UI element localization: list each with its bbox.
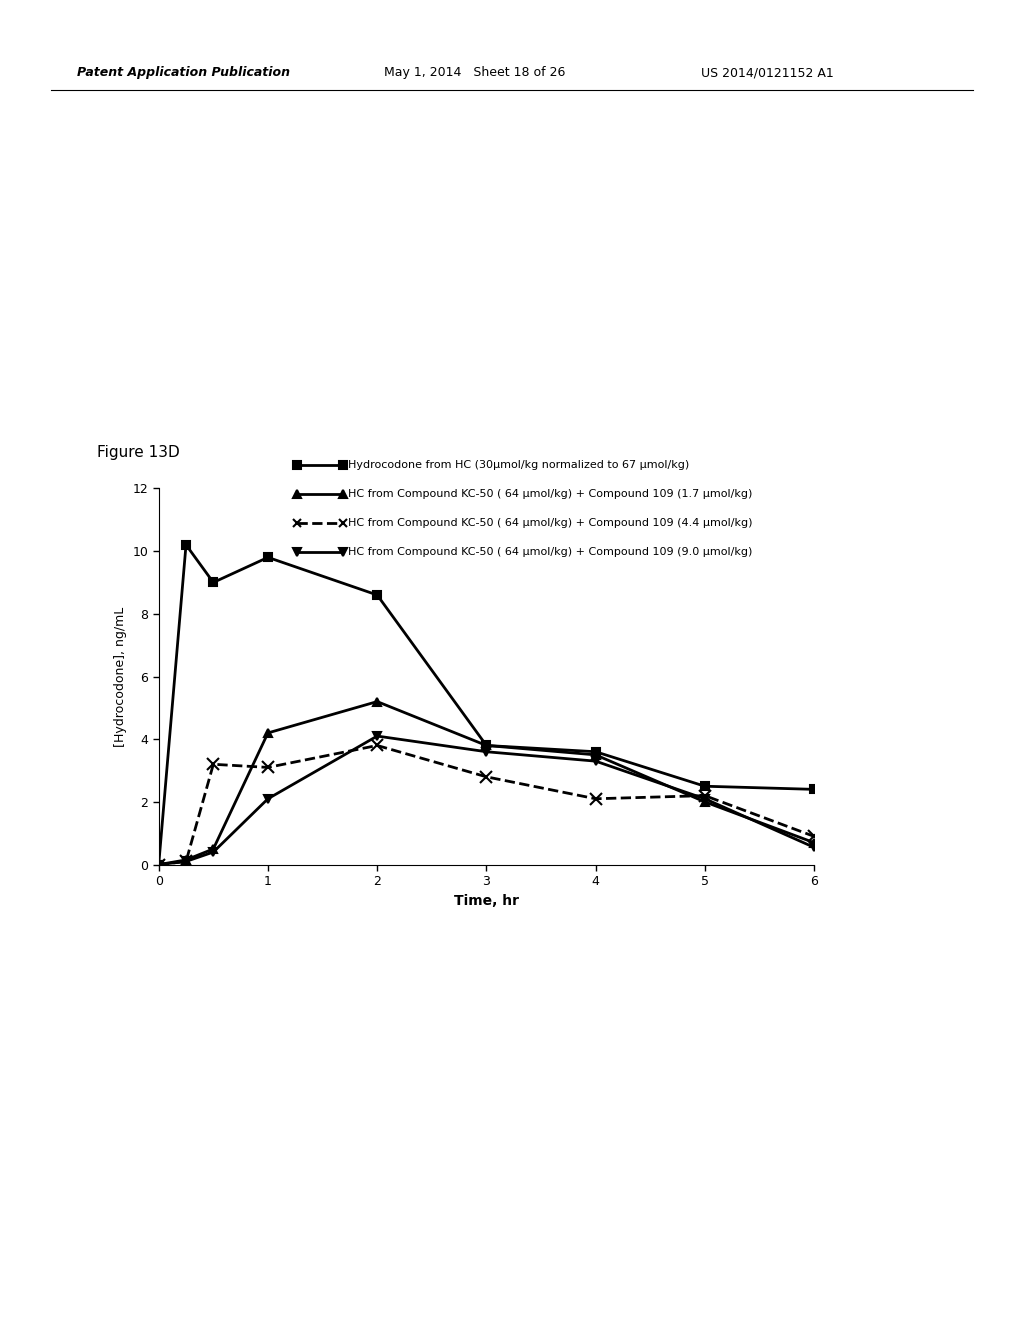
- Y-axis label: [Hydrocodone], ng/mL: [Hydrocodone], ng/mL: [114, 606, 127, 747]
- Text: Patent Application Publication: Patent Application Publication: [77, 66, 290, 79]
- Text: HC from Compound KC-50 ( 64 μmol/kg) + Compound 109 (1.7 μmol/kg): HC from Compound KC-50 ( 64 μmol/kg) + C…: [348, 488, 753, 499]
- Text: US 2014/0121152 A1: US 2014/0121152 A1: [701, 66, 835, 79]
- Text: Figure 13D: Figure 13D: [97, 445, 180, 459]
- Text: Hydrocodone from HC (30μmol/kg normalized to 67 μmol/kg): Hydrocodone from HC (30μmol/kg normalize…: [348, 459, 689, 470]
- Text: HC from Compound KC-50 ( 64 μmol/kg) + Compound 109 (9.0 μmol/kg): HC from Compound KC-50 ( 64 μmol/kg) + C…: [348, 546, 753, 557]
- Text: May 1, 2014   Sheet 18 of 26: May 1, 2014 Sheet 18 of 26: [384, 66, 565, 79]
- X-axis label: Time, hr: Time, hr: [454, 894, 519, 908]
- Text: HC from Compound KC-50 ( 64 μmol/kg) + Compound 109 (4.4 μmol/kg): HC from Compound KC-50 ( 64 μmol/kg) + C…: [348, 517, 753, 528]
